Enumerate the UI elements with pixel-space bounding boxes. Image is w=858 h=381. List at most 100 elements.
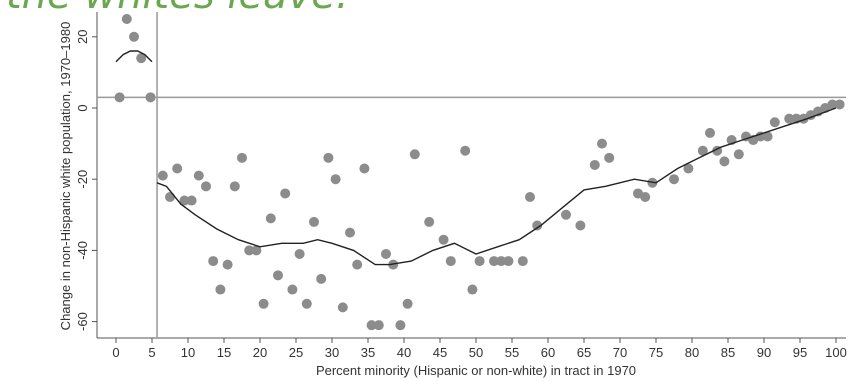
data-point [193,170,204,181]
data-point [345,227,355,238]
data-point [229,181,240,192]
data-point [409,149,420,160]
data-point [769,117,780,128]
data-point [424,216,435,227]
data-point [489,256,499,267]
x-tick-label: 70 [613,345,627,360]
x-tick-label: 25 [289,345,303,360]
data-point [503,256,514,267]
data-point [258,298,269,309]
data-point [669,174,679,185]
data-point [121,14,132,24]
data-point [179,195,190,206]
data-point [381,248,391,259]
data-point [237,152,247,163]
x-tick-label: 85 [721,345,735,360]
data-point [604,152,615,163]
data-point [157,170,168,181]
data-point [244,245,255,256]
data-point [683,163,694,174]
data-point [114,92,125,103]
data-point [474,256,485,267]
data-point [215,284,226,295]
data-point [705,127,715,138]
data-point [834,99,845,110]
data-point [172,163,183,174]
x-tick-label: 100 [825,345,847,360]
data-point [395,320,406,331]
y-tick-label: -40 [75,241,90,260]
data-point [201,181,211,192]
fit-curve-left [115,50,153,63]
fit-curves [115,50,837,266]
x-tick-label: 90 [757,345,771,360]
data-point [165,192,175,202]
data-point [640,192,651,202]
data-point [186,195,197,206]
x-tick-label: 5 [148,345,155,360]
data-point [827,99,838,110]
y-tick-label: 0 [75,104,90,111]
data-point [280,188,291,199]
data-point [575,220,586,231]
data-point [316,273,327,284]
data-point [561,209,571,220]
y-tick-label: -20 [75,170,90,189]
x-tick-label: 95 [793,345,807,360]
x-tick-label: 15 [217,345,231,360]
reference-lines [97,12,846,338]
data-point [337,302,348,313]
page-heading: the whites leave. [6,0,349,18]
data-point [359,163,370,174]
data-point [208,256,219,267]
data-point [352,259,363,270]
data-point [784,113,795,124]
data-point [496,256,507,267]
y-axis-title: Change in non-Hispanic white population,… [58,22,73,331]
y-tick-label: 20 [75,30,90,44]
data-point [136,53,147,64]
x-tick-label: 55 [505,345,519,360]
data-point [597,138,607,149]
x-tick-label: 45 [433,345,447,360]
fit-curve-right [156,107,837,266]
x-tick-label: 50 [469,345,483,360]
data-point [330,174,341,185]
x-tick-label: 35 [361,345,375,360]
data-point [294,248,305,259]
x-tick-label: 0 [112,345,119,360]
x-tick-label: 20 [253,345,267,360]
data-points [114,14,845,331]
data-point [251,245,262,256]
data-point [445,256,456,267]
data-point [532,220,543,231]
data-point [525,192,535,202]
data-point [697,145,708,156]
data-point [265,213,276,224]
data-point [438,234,449,245]
data-point [467,284,478,295]
x-axis: 0 5 10 15 20 25 30 35 40 45 50 55 60 65 70 75 80 85 90 95 10… [112,338,847,360]
data-point [145,92,156,103]
x-tick-label: 75 [649,345,663,360]
x-tick-label: 10 [181,345,195,360]
data-point [402,298,413,309]
data-point [589,159,600,170]
x-axis-title: Percent minority (Hispanic or non-white)… [316,363,636,378]
data-point [762,131,773,142]
data-point [373,320,384,331]
y-axis: -60 -40 -20 0 20 [75,30,97,331]
data-point [460,145,471,156]
data-point [273,270,283,281]
data-point [287,284,298,295]
x-tick-label: 40 [397,345,411,360]
data-point [309,216,319,227]
plot-frame [96,12,846,339]
data-point [323,152,334,163]
y-tick-label: -60 [75,312,90,331]
data-point [719,156,730,167]
x-tick-label: 60 [541,345,555,360]
data-point [301,298,312,309]
data-point [222,259,233,270]
